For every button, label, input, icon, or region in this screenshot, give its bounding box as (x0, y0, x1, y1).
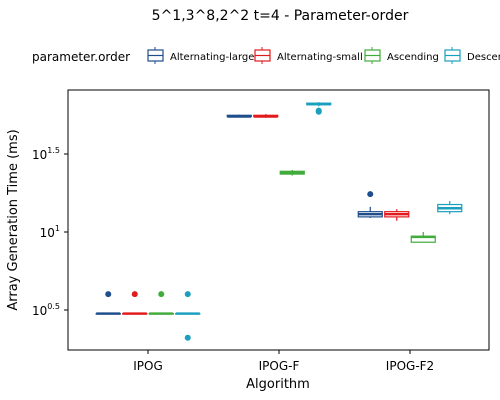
y-tick-base: 10 (32, 148, 47, 162)
box-descending-ipog-f2 (437, 201, 463, 215)
outlier-point (158, 291, 165, 298)
outlier-point (315, 107, 322, 114)
legend-item-alternating-large: Alternating-large (147, 47, 254, 64)
legend: Alternating-large Alternating-small Ascend… (147, 47, 500, 64)
y-tick-label: 100.5 (32, 302, 60, 318)
box-alternating-small-ipog-f2 (384, 209, 410, 221)
x-tick-label: IPOG-F2 (386, 359, 434, 373)
legend-label: Alternating-small (277, 52, 363, 63)
x-axis: IPOG IPOG-F IPOG-F2 (133, 350, 434, 373)
plot-area (95, 102, 463, 341)
chart-title: 5^1,3^8,2^2 t=4 - Parameter-order (152, 8, 409, 24)
y-tick-exponent: 0.5 (47, 302, 60, 311)
y-tick-label: 101.5 (32, 146, 60, 162)
legend-label: Descending (467, 52, 500, 63)
x-tick-label: IPOG (133, 359, 163, 373)
outlier-point (367, 191, 374, 198)
outlier-point (105, 291, 112, 298)
x-axis-label: Algorithm (246, 377, 310, 392)
box-alternating-large-ipog-f2 (357, 191, 383, 218)
box-ascending-ipog (148, 291, 174, 315)
y-tick-base: 10 (40, 226, 55, 240)
box-alternating-small-ipog-f (253, 114, 279, 118)
outlier-point (184, 291, 191, 298)
box-alternating-small-ipog (122, 291, 148, 315)
y-axis-label: Array Generation Time (ms) (6, 129, 21, 310)
y-tick-exponent: 1.5 (47, 146, 60, 155)
legend-title: parameter.order (32, 50, 130, 64)
legend-item-alternating-small: Alternating-small (254, 47, 363, 64)
outlier-point (184, 334, 191, 341)
legend-item-ascending: Ascending (364, 47, 439, 64)
x-tick-label: IPOG-F (259, 359, 300, 373)
legend-item-descending: Descending (444, 47, 500, 64)
legend-label: Alternating-large (170, 52, 254, 63)
box-descending-ipog-f (306, 102, 332, 115)
outlier-point (131, 291, 138, 298)
box-alternating-large-ipog (95, 291, 121, 315)
legend-label: Ascending (387, 52, 439, 63)
y-tick-label: 101 (40, 224, 60, 240)
box-ascending-ipog-f2 (410, 232, 436, 243)
y-tick-exponent: 1 (55, 224, 60, 233)
box-alternating-large-ipog-f (226, 114, 252, 118)
box-descending-ipog (175, 291, 201, 341)
plot-panel (67, 89, 490, 351)
box-ascending-ipog-f (279, 169, 305, 176)
y-tick-base: 10 (32, 304, 47, 318)
